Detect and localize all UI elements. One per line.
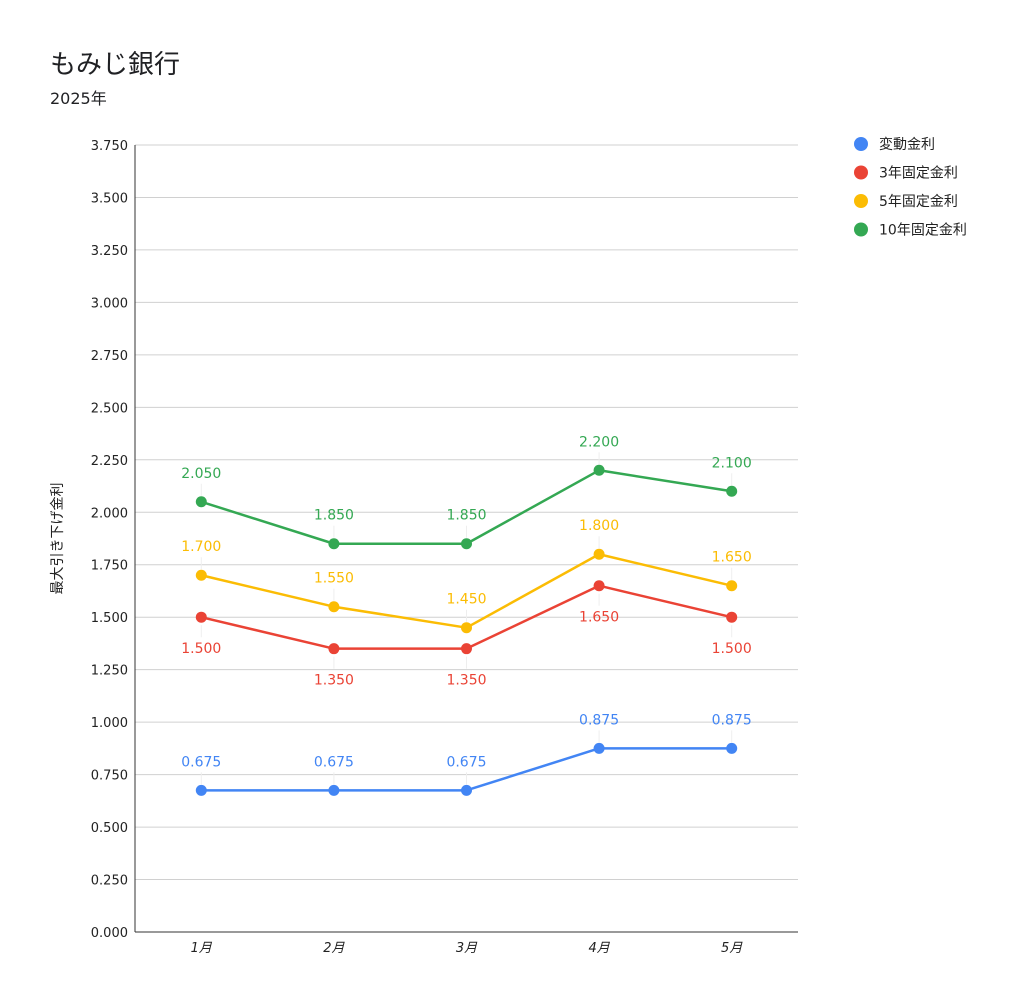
data-label: 0.875 — [579, 712, 619, 728]
data-label: 0.675 — [181, 754, 221, 770]
y-tick-label: 1.500 — [91, 611, 128, 626]
data-point — [195, 784, 207, 796]
data-point — [726, 580, 738, 592]
data-label: 1.550 — [314, 571, 354, 587]
data-label: 1.850 — [314, 508, 354, 524]
data-label: 1.650 — [712, 550, 752, 566]
y-tick-label: 1.250 — [91, 664, 128, 679]
y-tick-label: 3.250 — [91, 244, 128, 259]
data-point — [593, 742, 605, 754]
y-tick-label: 2.000 — [91, 506, 128, 521]
data-label: 1.850 — [446, 508, 486, 524]
y-tick-label: 3.000 — [91, 296, 128, 311]
x-tick-label: 5月 — [721, 941, 743, 956]
data-label: 1.350 — [446, 673, 486, 689]
data-point — [461, 622, 472, 634]
x-tick-label: 2月 — [323, 941, 345, 956]
x-tick-label: 1月 — [191, 941, 213, 956]
data-point — [195, 569, 207, 581]
legend-marker — [854, 165, 868, 180]
y-tick-label: 0.250 — [91, 874, 128, 889]
chart-subtitle: 2025年 — [50, 89, 107, 108]
data-label: 0.875 — [712, 712, 752, 728]
data-point — [593, 580, 605, 592]
data-point — [461, 784, 472, 796]
legend-marker — [854, 222, 868, 237]
data-point — [328, 601, 340, 613]
legend-marker — [854, 194, 868, 208]
data-point — [726, 742, 738, 754]
data-label: 1.500 — [181, 641, 221, 657]
legend-label: 10年固定金利 — [879, 223, 967, 239]
y-tick-label: 1.750 — [91, 559, 128, 574]
y-axis-label: 最大引き下げ金利 — [50, 483, 66, 595]
x-tick-label: 4月 — [588, 941, 610, 956]
data-label: 0.675 — [314, 754, 354, 770]
data-point — [195, 496, 207, 508]
data-point — [328, 643, 340, 655]
y-tick-label: 3.500 — [91, 191, 128, 206]
data-point — [328, 538, 340, 550]
legend-label: 5年固定金利 — [879, 194, 958, 210]
data-label: 0.675 — [446, 754, 486, 770]
x-tick-label: 3月 — [456, 941, 478, 956]
data-point — [195, 611, 207, 623]
data-point — [726, 485, 738, 497]
data-label: 2.050 — [181, 466, 221, 482]
data-point — [461, 643, 472, 655]
y-tick-label: 1.000 — [91, 716, 128, 731]
y-tick-label: 3.750 — [91, 139, 128, 154]
y-tick-label: 0.750 — [91, 769, 128, 784]
data-label: 1.450 — [446, 592, 486, 608]
data-label: 1.500 — [712, 641, 752, 657]
y-tick-label: 0.500 — [91, 821, 128, 836]
data-label: 1.350 — [314, 673, 354, 689]
y-tick-label: 0.000 — [91, 926, 128, 941]
y-tick-label: 2.500 — [91, 401, 128, 416]
legend-marker — [854, 137, 868, 151]
data-point — [461, 538, 472, 550]
y-tick-label: 2.750 — [91, 349, 128, 364]
data-point — [593, 548, 605, 560]
data-point — [726, 611, 738, 623]
data-point — [328, 784, 340, 796]
legend-label: 変動金利 — [879, 136, 935, 153]
data-label: 1.800 — [579, 518, 619, 534]
y-tick-label: 2.250 — [91, 454, 128, 469]
data-label: 1.700 — [181, 539, 221, 555]
data-label: 2.200 — [579, 434, 619, 450]
data-label: 2.100 — [712, 455, 752, 471]
legend-label: 3年固定金利 — [879, 166, 958, 182]
data-label: 1.650 — [579, 610, 619, 626]
data-point — [593, 464, 605, 476]
chart-title: もみじ銀行 — [50, 50, 181, 80]
